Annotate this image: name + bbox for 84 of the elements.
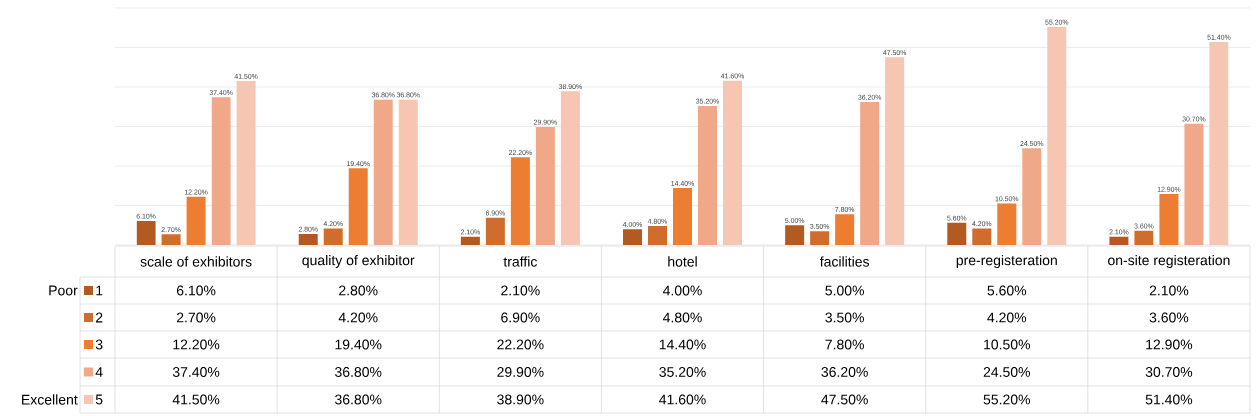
bar <box>1184 123 1204 245</box>
data-label: 4.00% <box>662 285 702 296</box>
data-label: 2.70% <box>176 312 216 323</box>
data-label: 38.90% <box>497 394 544 405</box>
data-label: 22.20% <box>497 339 544 350</box>
bar <box>885 57 905 245</box>
data-label: 55.20% <box>983 394 1031 405</box>
bar <box>947 222 967 245</box>
data-label: 29.90% <box>497 367 544 377</box>
data-label: 5.00% <box>825 285 864 296</box>
bar <box>673 188 692 245</box>
x-tick-label: on-site registeration <box>1108 254 1230 269</box>
data-label: 4.80% <box>662 312 702 323</box>
bar <box>810 231 830 245</box>
text: Excellent <box>22 394 78 405</box>
bar <box>1109 236 1129 245</box>
data-label: 6.90% <box>501 312 540 323</box>
data-label: 3.50% <box>825 312 864 323</box>
bar <box>373 99 393 245</box>
x-tick-label: pre-registeration <box>956 254 1057 269</box>
bar <box>485 217 505 245</box>
bar <box>623 229 642 245</box>
legend-label: 1 <box>96 285 103 296</box>
bar <box>560 91 580 245</box>
bar <box>1047 26 1067 245</box>
data-label: 2.80% <box>339 285 378 296</box>
bar <box>723 80 743 245</box>
text: Poor <box>49 285 78 296</box>
data-label: 6.10% <box>176 285 216 296</box>
legend-label: 4 <box>95 367 103 377</box>
data-label: 5.60% <box>987 285 1027 296</box>
data-label: 4.20% <box>338 312 378 323</box>
data-label: 30.70% <box>1145 367 1193 377</box>
x-tick-label: hotel <box>668 256 697 267</box>
bar <box>1209 41 1229 245</box>
data-label: 14.40% <box>659 339 706 350</box>
bar <box>236 81 256 245</box>
legend-label: 5 <box>95 394 103 405</box>
data-label: 4.20% <box>987 312 1027 323</box>
data-label: 37.40% <box>172 367 220 377</box>
data-label: 51.40% <box>1145 394 1193 405</box>
data-label: 36.20% <box>821 367 868 377</box>
data-label: 47.50% <box>821 394 868 405</box>
bar <box>1159 194 1179 245</box>
data-label: 2.10% <box>1149 285 1189 296</box>
data-label: 36.80% <box>335 367 382 377</box>
bar <box>835 214 855 245</box>
data-label: 2.10% <box>501 285 540 296</box>
data-label: 12.90% <box>1146 339 1193 350</box>
bar <box>1134 230 1154 245</box>
data-label: 19.40% <box>335 339 382 350</box>
x-tick-label: facilities <box>819 256 870 267</box>
bar <box>211 97 231 245</box>
data-label: 7.80% <box>825 339 864 350</box>
bar <box>460 236 480 245</box>
data-label: 3.60% <box>1149 312 1189 323</box>
bar <box>698 105 718 245</box>
bar <box>348 168 368 245</box>
x-tick-label: quality of exhibitor <box>302 254 415 269</box>
bar <box>161 234 181 245</box>
data-label: 41.50% <box>172 394 220 405</box>
bar <box>136 220 156 245</box>
bar <box>997 203 1017 245</box>
bar <box>323 228 343 245</box>
bar <box>785 225 805 245</box>
legend-label: 2 <box>95 312 103 323</box>
bar <box>860 102 880 245</box>
legend-label: 3 <box>95 339 103 350</box>
bar <box>186 196 206 245</box>
data-label: 41.60% <box>659 394 706 405</box>
bar <box>1022 148 1042 245</box>
x-tick-label: scale of exhibitors <box>140 256 252 267</box>
x-tick-label: traffic <box>503 256 537 267</box>
bar <box>535 126 555 245</box>
data-label: 12.20% <box>173 339 220 350</box>
bar <box>298 233 318 245</box>
data-label: 24.50% <box>983 367 1031 377</box>
data-label: 35.20% <box>659 367 706 377</box>
bar <box>510 157 530 245</box>
bar <box>648 226 667 245</box>
data-label: 10.50% <box>984 339 1031 350</box>
bar <box>972 228 992 245</box>
bar <box>398 99 418 245</box>
data-label: 36.80% <box>335 394 382 405</box>
